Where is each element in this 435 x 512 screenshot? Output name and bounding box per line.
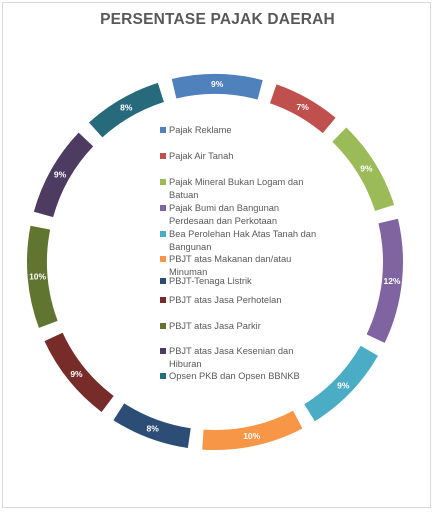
pie-slice [44, 332, 114, 412]
legend-item: Opsen PKB dan Opsen BBNKB [160, 370, 320, 383]
legend-label: Pajak Air Tanah [169, 151, 234, 161]
slice-data-label: 9% [54, 169, 67, 179]
legend-item: Pajak Mineral Bukan Logam dan Batuan [160, 176, 320, 201]
chart-frame [2, 2, 431, 508]
legend-swatch [160, 278, 166, 284]
legend-label: Pajak Reklame [169, 125, 232, 135]
legend-label-continued: Hiburan [169, 358, 202, 369]
legend-swatch [160, 179, 166, 185]
pie-slice [88, 82, 164, 138]
legend-label: Pajak Mineral Bukan Logam dan [169, 177, 304, 187]
pie-slice [366, 218, 404, 343]
pie-slice [171, 74, 263, 100]
legend-label-continued: Perdesaan dan Perkotaan [169, 215, 278, 226]
legend-swatch [160, 373, 166, 379]
legend-label-continued: Minuman [169, 266, 208, 277]
legend-item: Bea Perolehan Hak Atas Tanah dan Bangunan [160, 228, 320, 253]
slice-data-label: 10% [29, 272, 46, 282]
legend-label: PBJT-Tenaga Listrik [169, 276, 252, 286]
slice-data-label: 8% [120, 103, 133, 113]
pie-slice [304, 345, 378, 422]
legend-label: Opsen PKB dan Opsen BBNKB [169, 371, 300, 381]
legend-label: Bea Perolehan Hak Atas Tanah dan [169, 229, 317, 239]
legend-swatch [160, 256, 166, 262]
legend-swatch [160, 231, 166, 237]
legend-item: Pajak Bumi dan Bangunan Perdesaan dan Per… [160, 202, 320, 227]
slice-data-label: 9% [211, 79, 224, 89]
slice-data-label: 10% [243, 431, 260, 441]
legend-label: PBJT atas Makanan dan/atau [169, 254, 292, 264]
legend-item: PBJT atas Jasa Perhotelan [160, 294, 320, 307]
legend-item: PBJT-Tenaga Listrik [160, 275, 320, 288]
slice-data-label: 9% [70, 369, 83, 379]
chart-title: PERSENTASE PAJAK DAERAH [100, 11, 335, 28]
legend-label-continued: Bangunan [169, 241, 212, 252]
legend-swatch [160, 348, 166, 354]
legend-label: PBJT atas Jasa Perhotelan [169, 295, 282, 305]
legend-item: Pajak Air Tanah [160, 150, 320, 163]
pie-slice [202, 410, 303, 450]
slice-data-label: 8% [147, 424, 160, 434]
slice-data-label: 9% [360, 163, 373, 173]
slice-data-label: 12% [383, 276, 400, 286]
legend-item: PBJT atas Makanan dan/atau Minuman [160, 253, 320, 278]
pie-slice [332, 127, 395, 211]
legend-swatch [160, 205, 166, 211]
legend-label: PBJT atas Jasa Parkir [169, 321, 261, 331]
legend-swatch [160, 153, 166, 159]
pie-slice [26, 225, 58, 328]
slice-data-label: 7% [297, 102, 310, 112]
legend-swatch [160, 323, 166, 329]
legend-label-continued: Batuan [169, 189, 199, 200]
legend-label: PBJT atas Jasa Kesenian dan [169, 346, 294, 356]
pie-slice [33, 132, 94, 218]
legend-label: Pajak Bumi dan Bangunan [169, 203, 280, 213]
legend-item: PBJT atas Jasa Parkir [160, 320, 320, 333]
legend-item: PBJT atas Jasa Kesenian dan Hiburan [160, 345, 320, 370]
legend-item: Pajak Reklame [160, 124, 320, 137]
pie-slice [113, 403, 191, 449]
legend-swatch [160, 297, 166, 303]
pie-slice [269, 84, 336, 134]
slice-data-label: 9% [337, 380, 350, 390]
legend-swatch [160, 127, 166, 133]
